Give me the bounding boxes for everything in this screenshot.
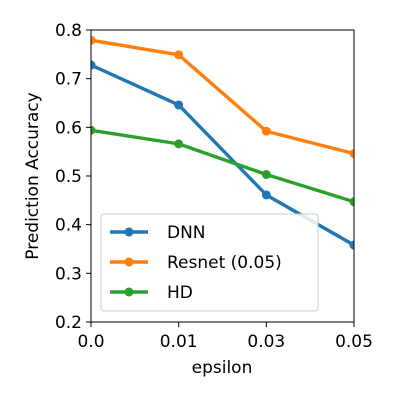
legend-item: DNN: [110, 223, 206, 243]
y-axis-label: Prediction Accuracy: [23, 92, 43, 259]
series-line-2: [91, 128, 354, 204]
data-point: [91, 125, 96, 135]
x-tick-label: 0.03: [247, 332, 285, 352]
legend-item: HD: [110, 283, 193, 303]
legend-label: DNN: [167, 223, 206, 243]
y-tick-label: 0.5: [55, 167, 82, 187]
data-point: [261, 170, 271, 180]
y-tick-label: 0.3: [55, 264, 82, 284]
data-point: [174, 100, 184, 110]
x-tick-label: 0.0: [77, 332, 104, 352]
data-point: [261, 126, 271, 136]
legend-marker: [124, 257, 134, 267]
data-point: [174, 139, 184, 149]
legend-box: [100, 213, 319, 312]
y-tick-label: 0.8: [55, 21, 82, 41]
data-point: [91, 35, 96, 45]
legend-label: HD: [167, 283, 193, 303]
data-point: [174, 50, 184, 60]
legend-item: Resnet (0.05): [110, 253, 282, 273]
data-point: [91, 60, 96, 70]
legend-marker: [124, 227, 134, 237]
legend-label: Resnet (0.05): [167, 253, 282, 273]
y-tick-label: 0.6: [55, 118, 82, 138]
series-line-1: [91, 38, 354, 156]
data-point: [349, 197, 354, 207]
data-point: [261, 190, 271, 200]
x-tick-label: 0.01: [160, 332, 198, 352]
x-axis-label: epsilon: [192, 358, 253, 378]
data-point: [349, 240, 354, 250]
y-tick-label: 0.7: [55, 70, 82, 90]
legend-marker: [124, 287, 134, 297]
data-point: [349, 149, 354, 159]
x-tick-label: 0.05: [335, 332, 373, 352]
y-tick-label: 0.4: [55, 216, 82, 236]
legend: DNN Resnet (0.05) HD: [100, 213, 319, 312]
ticks: 0.0 0.01 0.03 0.05 0.2 0.3 0.4 0.5 0.6 0.7 0.8: [55, 21, 373, 352]
y-tick-label: 0.2: [55, 313, 82, 333]
